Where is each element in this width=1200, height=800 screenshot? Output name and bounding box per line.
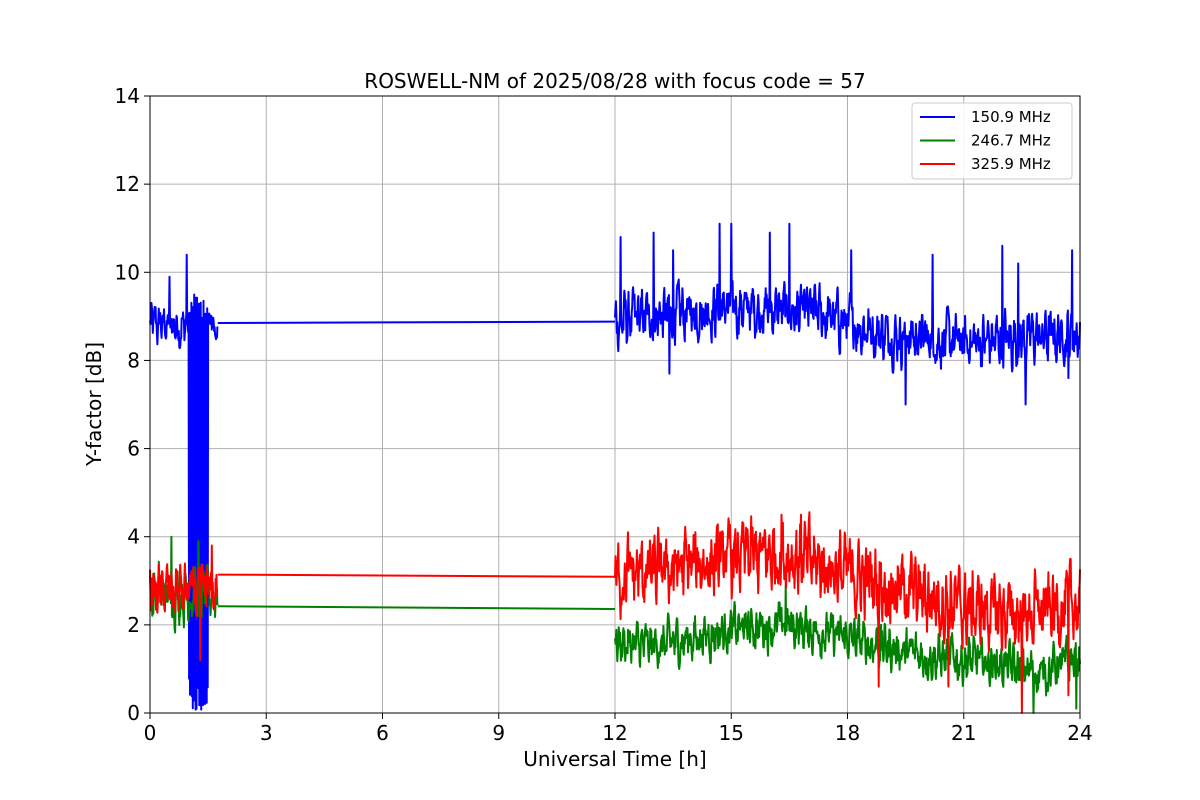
legend-box — [911, 102, 1073, 180]
series-line — [217, 605, 616, 610]
legend: 150.9 MHz 246.7 MHz 325.9 MHz — [911, 102, 1073, 180]
series-line — [614, 222, 1081, 406]
y-tick-label: 12 — [115, 172, 140, 196]
series-0 — [149, 222, 1081, 711]
y-tick-label: 14 — [115, 84, 140, 108]
series-line — [217, 320, 616, 324]
x-tick-label: 18 — [835, 721, 860, 745]
plot-series — [149, 222, 1081, 714]
y-tick-label: 4 — [127, 525, 140, 549]
x-tick-label: 21 — [951, 721, 976, 745]
series-line — [149, 544, 219, 662]
x-tick-label: 6 — [376, 721, 389, 745]
series-line — [614, 511, 1081, 714]
x-tick-label: 0 — [144, 721, 157, 745]
x-tick-label: 12 — [602, 721, 627, 745]
y-tick-label: 2 — [127, 613, 140, 637]
series-line — [217, 573, 616, 578]
y-axis-label: Y-factor [dB] — [82, 342, 106, 467]
x-tick-label: 15 — [719, 721, 744, 745]
x-tick-label: 9 — [492, 721, 505, 745]
y-tick-label: 8 — [127, 348, 140, 372]
legend-label: 325.9 MHz — [971, 155, 1051, 173]
legend-label: 150.9 MHz — [971, 108, 1051, 126]
x-tick-label: 3 — [260, 721, 273, 745]
series-line — [614, 584, 1081, 714]
x-tick-label: 24 — [1067, 721, 1092, 745]
x-axis-label: Universal Time [h] — [523, 747, 706, 771]
chart-title: ROSWELL-NM of 2025/08/28 with focus code… — [364, 69, 865, 93]
series-2 — [149, 511, 1081, 714]
series-line — [149, 253, 219, 711]
y-tick-label: 6 — [127, 437, 140, 461]
y-tick-label: 0 — [127, 701, 140, 725]
legend-label: 246.7 MHz — [971, 132, 1051, 150]
y-tick-label: 10 — [115, 260, 140, 284]
